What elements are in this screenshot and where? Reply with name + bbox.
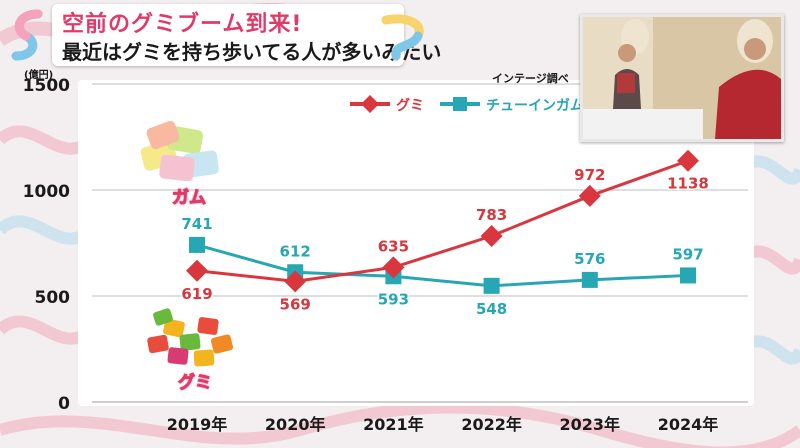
legend-marker-square — [453, 97, 467, 111]
source-note: インテージ調べ — [492, 72, 569, 85]
y-tick-label: 1000 — [23, 182, 70, 202]
data-point-diamond — [480, 225, 503, 248]
data-point-square — [581, 271, 598, 288]
data-label: 741 — [181, 215, 212, 233]
legend-label: チューインガム — [486, 98, 584, 114]
gummy-worm-icon — [381, 14, 424, 61]
data-point-diamond — [284, 270, 307, 293]
gummy-worm-icon — [11, 9, 43, 61]
data-point-square — [680, 267, 696, 284]
data-label: 612 — [280, 242, 311, 260]
gummy-photo-label: グミ — [178, 373, 213, 394]
gum-photo-label: ガム — [172, 188, 207, 209]
y-axis-unit: (億円) — [24, 70, 54, 81]
data-label: 619 — [181, 285, 212, 303]
data-label: 783 — [476, 206, 507, 224]
x-tick-labels: 2019年 2020年 2021年 2022年 2023年 2024年 — [167, 415, 719, 434]
gummy-photo — [147, 308, 234, 367]
x-tick-label: 2023年 — [560, 415, 621, 434]
studio-video-inset — [580, 14, 784, 142]
data-point-square — [483, 277, 500, 294]
legend-marker-diamond — [361, 95, 379, 113]
data-point-diamond — [677, 149, 699, 172]
data-label: 548 — [476, 300, 507, 318]
data-point-diamond — [382, 256, 405, 279]
data-label: 1138 — [667, 175, 709, 193]
y-tick-label: 0 — [58, 394, 70, 414]
data-point-square — [189, 236, 205, 253]
data-label: 593 — [378, 290, 409, 308]
x-tick-label: 2019年 — [167, 415, 228, 434]
studio-scene — [583, 17, 781, 139]
x-tick-label: 2024年 — [658, 415, 719, 434]
y-tick-label: 1500 — [23, 76, 70, 96]
x-tick-label: 2020年 — [265, 415, 326, 434]
data-label: 576 — [574, 250, 605, 268]
page-subtitle: 最近はグミを持ち歩いてる人が多いみたい — [62, 40, 442, 64]
legend-label: グミ — [396, 97, 424, 114]
x-tick-label: 2022年 — [461, 415, 522, 434]
data-label: 635 — [378, 237, 409, 255]
data-point-diamond — [578, 184, 601, 207]
data-label: 597 — [672, 245, 703, 263]
data-label: 972 — [574, 166, 605, 184]
series-line — [196, 159, 689, 283]
chart-series: 741 612 593 548 576 597 619 569 635 783 972 1138 — [180, 149, 710, 319]
x-tick-label: 2021年 — [363, 415, 424, 434]
y-tick-label: 500 — [35, 288, 71, 308]
chart-legend: グミ チューインガム — [350, 95, 584, 114]
data-label: 569 — [280, 295, 311, 313]
page-title: 空前のグミブーム到来! — [62, 12, 303, 37]
y-tick-labels: 0 500 1000 1500 — [23, 76, 70, 414]
title-card — [52, 4, 404, 66]
series-line — [196, 243, 689, 288]
data-point-diamond — [186, 259, 208, 282]
gum-photo — [140, 120, 219, 182]
